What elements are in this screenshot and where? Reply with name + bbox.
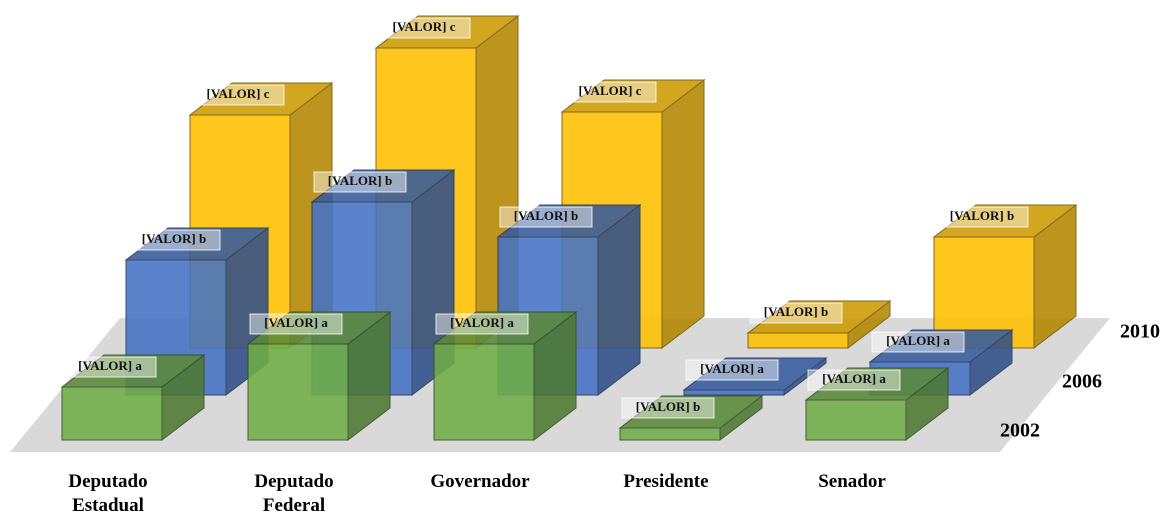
- bar-top: [932, 204, 1078, 238]
- data-label: [VALOR] a: [78, 358, 142, 373]
- data-label-box: [807, 369, 901, 391]
- bar-3d: [618, 394, 764, 442]
- bar-front: [805, 399, 907, 441]
- data-label: [VALOR] b: [514, 208, 578, 223]
- bar-3d: [746, 299, 892, 350]
- bar-top: [682, 357, 828, 391]
- bar-top: [60, 354, 206, 388]
- data-label: [VALOR] c: [393, 19, 456, 34]
- data-label: [VALOR] a: [886, 333, 950, 348]
- data-label: [VALOR] a: [264, 315, 328, 330]
- bar-3d: [60, 353, 206, 442]
- data-label: [VALOR] b: [142, 231, 206, 246]
- x-tick-label: Deputado Estadual: [68, 471, 147, 516]
- x-tick-label: Governador: [430, 471, 530, 492]
- bar-side: [597, 203, 641, 397]
- data-label-box: [749, 302, 843, 324]
- bar-side: [661, 78, 705, 350]
- bar-front: [683, 389, 785, 396]
- series-label: 2002: [1000, 420, 1040, 442]
- x-tick-label: Presidente: [623, 471, 708, 492]
- data-label-box: [621, 397, 715, 419]
- bar-front: [247, 343, 349, 441]
- bar-3d: [246, 310, 392, 442]
- data-label-box: [935, 206, 1029, 228]
- data-label-box: [249, 313, 343, 335]
- data-label: [VALOR] b: [328, 173, 392, 188]
- data-label-box: [499, 206, 593, 228]
- data-label: [VALOR] a: [700, 361, 764, 376]
- data-label: [VALOR] a: [822, 371, 886, 386]
- bar-top: [868, 329, 1014, 363]
- data-label: [VALOR] a: [450, 315, 514, 330]
- data-label: [VALOR] c: [207, 86, 270, 101]
- bar-top: [496, 204, 642, 238]
- data-label-box: [435, 313, 529, 335]
- bar-top: [188, 82, 334, 116]
- bar-3d: [432, 310, 578, 442]
- series-label: 2010: [1120, 321, 1160, 343]
- data-label-box: [377, 17, 471, 39]
- data-label: [VALOR] c: [579, 83, 642, 98]
- bar-front: [619, 427, 721, 441]
- x-tick-label: Deputado Federal: [254, 471, 333, 516]
- bar-top: [246, 311, 392, 345]
- data-label-box: [127, 229, 221, 251]
- data-label-box: [63, 356, 157, 378]
- bar-top: [804, 367, 950, 401]
- data-label: [VALOR] b: [950, 208, 1014, 223]
- data-label: [VALOR] b: [764, 304, 828, 319]
- bar-top: [746, 300, 892, 334]
- bar-top: [432, 311, 578, 345]
- data-label-box: [191, 84, 285, 106]
- bar-front: [61, 386, 163, 441]
- bar-front: [433, 343, 535, 441]
- bar-3d: [804, 366, 950, 442]
- bar-front: [747, 332, 849, 349]
- bar-top: [374, 15, 520, 49]
- bar-top: [310, 169, 456, 203]
- data-label-box: [685, 359, 779, 381]
- data-label-box: [871, 331, 965, 353]
- bar-top: [618, 395, 764, 429]
- data-label: [VALOR] b: [636, 399, 700, 414]
- bar-top: [560, 79, 706, 113]
- data-label-box: [563, 81, 657, 103]
- x-tick-label: Senador: [818, 471, 886, 492]
- bar-top: [124, 227, 270, 261]
- data-label-box: [313, 171, 407, 193]
- series-label: 2006: [1062, 371, 1102, 393]
- bar-3d: [682, 356, 828, 397]
